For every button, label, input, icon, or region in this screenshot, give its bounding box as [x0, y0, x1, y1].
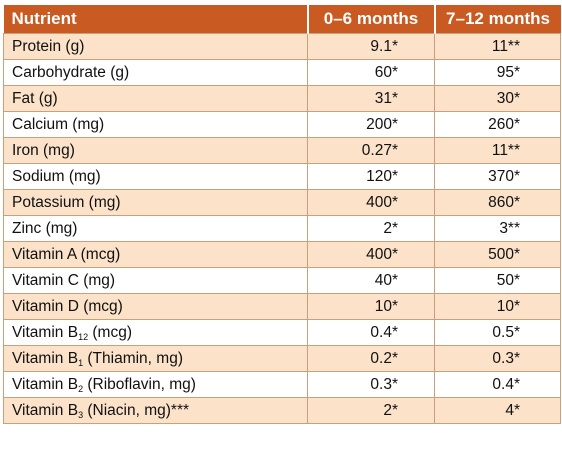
table-row: Calcium (mg) 200* 260* — [3, 111, 561, 138]
nutrient-name-cell: Sodium (mg) — [3, 163, 308, 190]
nutrient-name-cell: Zinc (mg) — [3, 215, 308, 242]
value-7-12-months: 3** — [434, 215, 561, 242]
value-0-6-months: 2* — [307, 397, 435, 424]
nutrient-subscript: 12 — [78, 331, 89, 342]
value-0-6-months: 0.2* — [307, 345, 435, 372]
nutrient-name-cell: Fat (g) — [3, 85, 308, 112]
nutrient-name: Vitamin B — [12, 401, 79, 419]
nutrient-name-cell: Potassium (mg) — [3, 189, 308, 216]
nutrient-name: Vitamin B — [12, 349, 79, 367]
table-row: Fat (g) 31* 30* — [3, 85, 561, 112]
value-0-6-months: 60* — [307, 59, 435, 86]
table-row: Vitamin D (mcg) 10* 10* — [3, 293, 561, 320]
nutrient-name-cell: Carbohydrate (g) — [3, 59, 308, 86]
value-0-6-months: 400* — [307, 189, 435, 216]
nutrient-name: Calcium (mg) — [12, 115, 105, 133]
table-row: Sodium (mg) 120* 370* — [3, 163, 561, 190]
nutrient-name: Iron (mg) — [12, 141, 75, 159]
value-0-6-months: 120* — [307, 163, 435, 190]
nutrient-name-cell: Vitamin A (mcg) — [3, 241, 308, 268]
nutrient-name: Protein (g) — [12, 37, 85, 55]
value-7-12-months: 95* — [434, 59, 561, 86]
nutrient-subscript: 1 — [78, 357, 84, 368]
nutrient-name-cell: Vitamin C (mg) — [3, 267, 308, 294]
header-7-12-months: 7–12 months — [434, 5, 561, 34]
header-row: Nutrient 0–6 months 7–12 months — [3, 5, 561, 34]
nutrient-name-suffix: (Thiamin, mg) — [83, 349, 183, 367]
value-7-12-months: 0.5* — [434, 319, 561, 346]
nutrient-table: Nutrient 0–6 months 7–12 months Protein … — [3, 5, 561, 424]
nutrient-name-suffix: (Niacin, mg)*** — [83, 401, 190, 419]
nutrient-name: Vitamin A (mcg) — [12, 245, 121, 263]
nutrient-name: Zinc (mg) — [12, 219, 78, 237]
value-7-12-months: 260* — [434, 111, 561, 138]
table-row: Vitamin B3 (Niacin, mg)*** 2* 4* — [3, 397, 561, 424]
nutrient-name-suffix: (Riboflavin, mg) — [83, 375, 196, 393]
table-row: Zinc (mg) 2* 3** — [3, 215, 561, 242]
nutrient-subscript: 2 — [78, 383, 84, 394]
nutrient-name-cell: Vitamin B3 (Niacin, mg)*** — [3, 397, 308, 424]
table-row: Carbohydrate (g) 60* 95* — [3, 59, 561, 86]
table-row: Protein (g) 9.1* 11** — [3, 33, 561, 60]
header-0-6-months: 0–6 months — [307, 5, 436, 34]
nutrient-name: Carbohydrate (g) — [12, 63, 130, 81]
table-row: Vitamin B2 (Riboflavin, mg) 0.3* 0.4* — [3, 371, 561, 398]
value-7-12-months: 30* — [434, 85, 561, 112]
nutrient-name-cell: Vitamin B2 (Riboflavin, mg) — [3, 371, 308, 398]
value-7-12-months: 0.3* — [434, 345, 561, 372]
nutrient-name-cell: Calcium (mg) — [3, 111, 308, 138]
nutrient-name-cell: Vitamin B1 (Thiamin, mg) — [3, 345, 308, 372]
value-0-6-months: 0.4* — [307, 319, 435, 346]
value-7-12-months: 10* — [434, 293, 561, 320]
nutrient-name: Fat (g) — [12, 89, 58, 107]
value-7-12-months: 11** — [434, 33, 561, 60]
value-7-12-months: 50* — [434, 267, 561, 294]
value-7-12-months: 370* — [434, 163, 561, 190]
nutrient-name-cell: Vitamin B12 (mcg) — [3, 319, 308, 346]
nutrient-name: Potassium (mg) — [12, 193, 121, 211]
nutrient-name-cell: Protein (g) — [3, 33, 308, 60]
nutrient-subscript: 3 — [78, 409, 84, 420]
nutrient-name: Vitamin B — [12, 375, 79, 393]
value-0-6-months: 200* — [307, 111, 435, 138]
value-7-12-months: 11** — [434, 137, 561, 164]
value-0-6-months: 400* — [307, 241, 435, 268]
table-row: Vitamin B12 (mcg) 0.4* 0.5* — [3, 319, 561, 346]
nutrient-name-cell: Iron (mg) — [3, 137, 308, 164]
value-0-6-months: 2* — [307, 215, 435, 242]
value-0-6-months: 0.3* — [307, 371, 435, 398]
value-0-6-months: 31* — [307, 85, 435, 112]
nutrient-name: Vitamin C (mg) — [12, 271, 116, 289]
nutrient-name-cell: Vitamin D (mcg) — [3, 293, 308, 320]
table-row: Potassium (mg) 400* 860* — [3, 189, 561, 216]
table-body: Protein (g) 9.1* 11** Carbohydrate (g) 60* 95… — [3, 33, 561, 424]
value-0-6-months: 0.27* — [307, 137, 435, 164]
nutrient-name: Vitamin D (mcg) — [12, 297, 123, 315]
nutrient-name: Sodium (mg) — [12, 167, 101, 185]
table-row: Iron (mg) 0.27* 11** — [3, 137, 561, 164]
nutrient-name-suffix: (mcg) — [88, 323, 132, 341]
value-0-6-months: 10* — [307, 293, 435, 320]
header-nutrient: Nutrient — [3, 5, 309, 34]
nutrient-table-container: Nutrient 0–6 months 7–12 months Protein … — [3, 5, 561, 424]
value-7-12-months: 4* — [434, 397, 561, 424]
value-0-6-months: 9.1* — [307, 33, 435, 60]
table-row: Vitamin B1 (Thiamin, mg) 0.2* 0.3* — [3, 345, 561, 372]
value-0-6-months: 40* — [307, 267, 435, 294]
value-7-12-months: 0.4* — [434, 371, 561, 398]
nutrient-name: Vitamin B — [12, 323, 79, 341]
value-7-12-months: 500* — [434, 241, 561, 268]
table-row: Vitamin C (mg) 40* 50* — [3, 267, 561, 294]
table-row: Vitamin A (mcg) 400* 500* — [3, 241, 561, 268]
value-7-12-months: 860* — [434, 189, 561, 216]
